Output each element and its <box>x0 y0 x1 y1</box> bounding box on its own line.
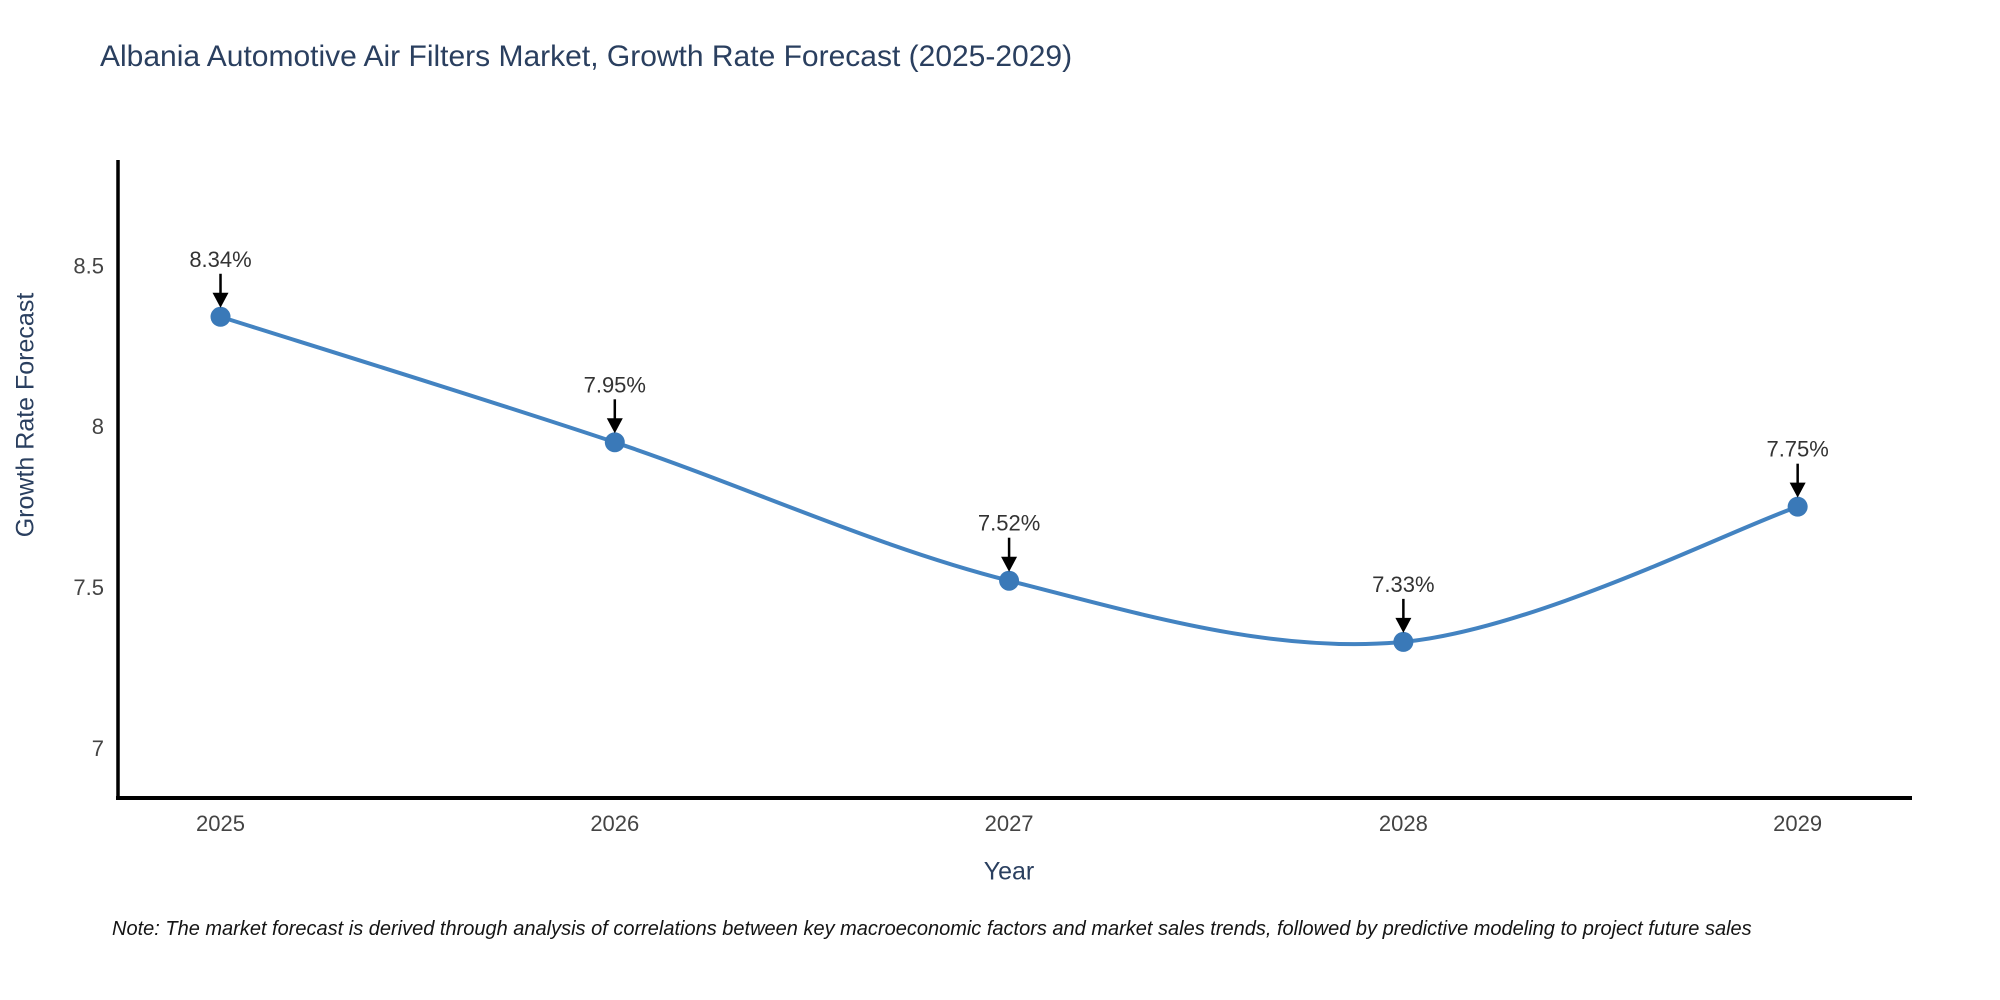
y-tick-label: 8 <box>92 414 104 439</box>
data-point-marker <box>604 432 625 453</box>
x-tick-label: 2027 <box>985 811 1034 836</box>
data-point-marker <box>1787 496 1808 517</box>
trend-line <box>219 314 1799 647</box>
annotation-arrowhead <box>1001 556 1018 572</box>
annotation-arrowhead <box>1789 482 1806 498</box>
data-point-marker <box>1393 631 1414 652</box>
annotation-arrowhead <box>1395 617 1412 633</box>
chart-title: Albania Automotive Air Filters Market, G… <box>100 40 1073 73</box>
x-tick-label: 2026 <box>590 811 639 836</box>
point-label: 7.95% <box>584 372 646 397</box>
footnote: Note: The market forecast is derived thr… <box>112 918 1752 940</box>
y-tick-label: 8.5 <box>73 253 104 278</box>
x-tick-label: 2025 <box>196 811 245 836</box>
x-axis-title: Year <box>983 857 1035 886</box>
x-tick-label: 2029 <box>1773 811 1822 836</box>
point-label: 7.52% <box>978 511 1040 536</box>
point-label: 8.34% <box>189 247 251 272</box>
data-point-marker <box>210 306 231 327</box>
annotation-arrowhead <box>606 418 623 434</box>
x-tick-label: 2028 <box>1379 811 1428 836</box>
y-tick-label: 7.5 <box>73 575 104 600</box>
data-point-marker <box>999 570 1020 591</box>
y-axis-title: Growth Rate Forecast <box>11 292 40 538</box>
y-tick-label: 7 <box>92 736 104 761</box>
annotation-arrowhead <box>212 292 229 308</box>
point-label: 7.33% <box>1372 572 1434 597</box>
point-label: 7.75% <box>1766 437 1828 462</box>
